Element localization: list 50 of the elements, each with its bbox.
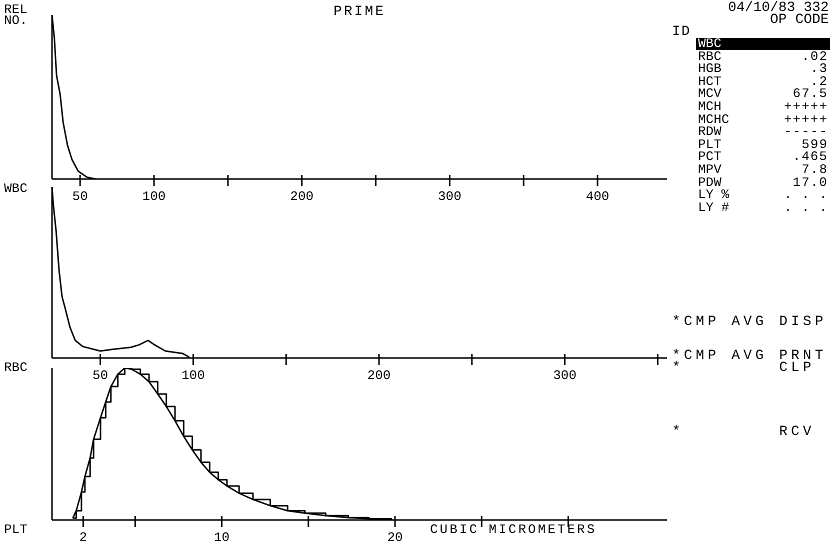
- category-label: HGB: [698, 61, 722, 76]
- x-tick-label: 200: [290, 189, 314, 204]
- x-tick-label: 50: [92, 368, 108, 383]
- text: .2: [810, 74, 828, 89]
- category-label: RBC: [698, 48, 722, 64]
- category-label: LY %: [698, 187, 730, 202]
- text: 7.8: [802, 162, 828, 177]
- category-label: PDW: [698, 174, 722, 190]
- text: OP CODE: [770, 12, 829, 28]
- x-tick-label: 400: [586, 189, 610, 204]
- category-label: HCT: [698, 74, 722, 89]
- x-axis-title: CUBIC MICROMETERS: [430, 522, 597, 537]
- x-tick-label: 20: [387, 530, 403, 541]
- category-label: MCV: [698, 86, 722, 102]
- x-tick-label: 50: [72, 189, 88, 204]
- text: ID: [672, 24, 691, 40]
- text: WBC: [4, 181, 28, 196]
- text: .3: [810, 61, 828, 76]
- x-tick-label: 300: [438, 189, 462, 204]
- x-tick-label: 300: [553, 368, 577, 383]
- y-axis-title: REL NO.: [4, 2, 28, 28]
- text: RBC: [4, 360, 28, 375]
- x-tick-label: 100: [142, 189, 166, 204]
- category-label: MPV: [698, 162, 722, 177]
- category-label: MCH: [698, 99, 722, 114]
- text: * CLP: [672, 360, 815, 376]
- text: 599: [802, 136, 828, 152]
- x-tick-label: 2: [79, 530, 88, 541]
- text: . . .: [784, 187, 828, 202]
- x-tick-label: 200: [367, 368, 391, 383]
- text: +++++: [784, 112, 828, 127]
- text: .465: [792, 149, 828, 164]
- x-tick-label: 100: [182, 368, 205, 383]
- category-label: PCT: [698, 149, 722, 164]
- text: 17.0: [792, 174, 828, 190]
- text: +++++: [784, 99, 828, 114]
- text: 67.5: [792, 86, 828, 102]
- category-label: WBC: [698, 36, 722, 51]
- chart-title: PRIME: [332, 4, 386, 20]
- text: .02: [802, 48, 828, 64]
- category-label: LY #: [698, 200, 730, 215]
- category-label: PLT: [698, 136, 722, 152]
- text: . . .: [784, 200, 828, 215]
- text: -----: [784, 124, 828, 140]
- category-label: MCHC: [698, 112, 730, 127]
- category-label: RDW: [698, 124, 722, 140]
- x-tick-label: 10: [214, 530, 230, 541]
- text: PLT: [4, 522, 28, 537]
- text: * RCV: [672, 424, 815, 440]
- text: *CMP AVG DISP: [672, 314, 827, 330]
